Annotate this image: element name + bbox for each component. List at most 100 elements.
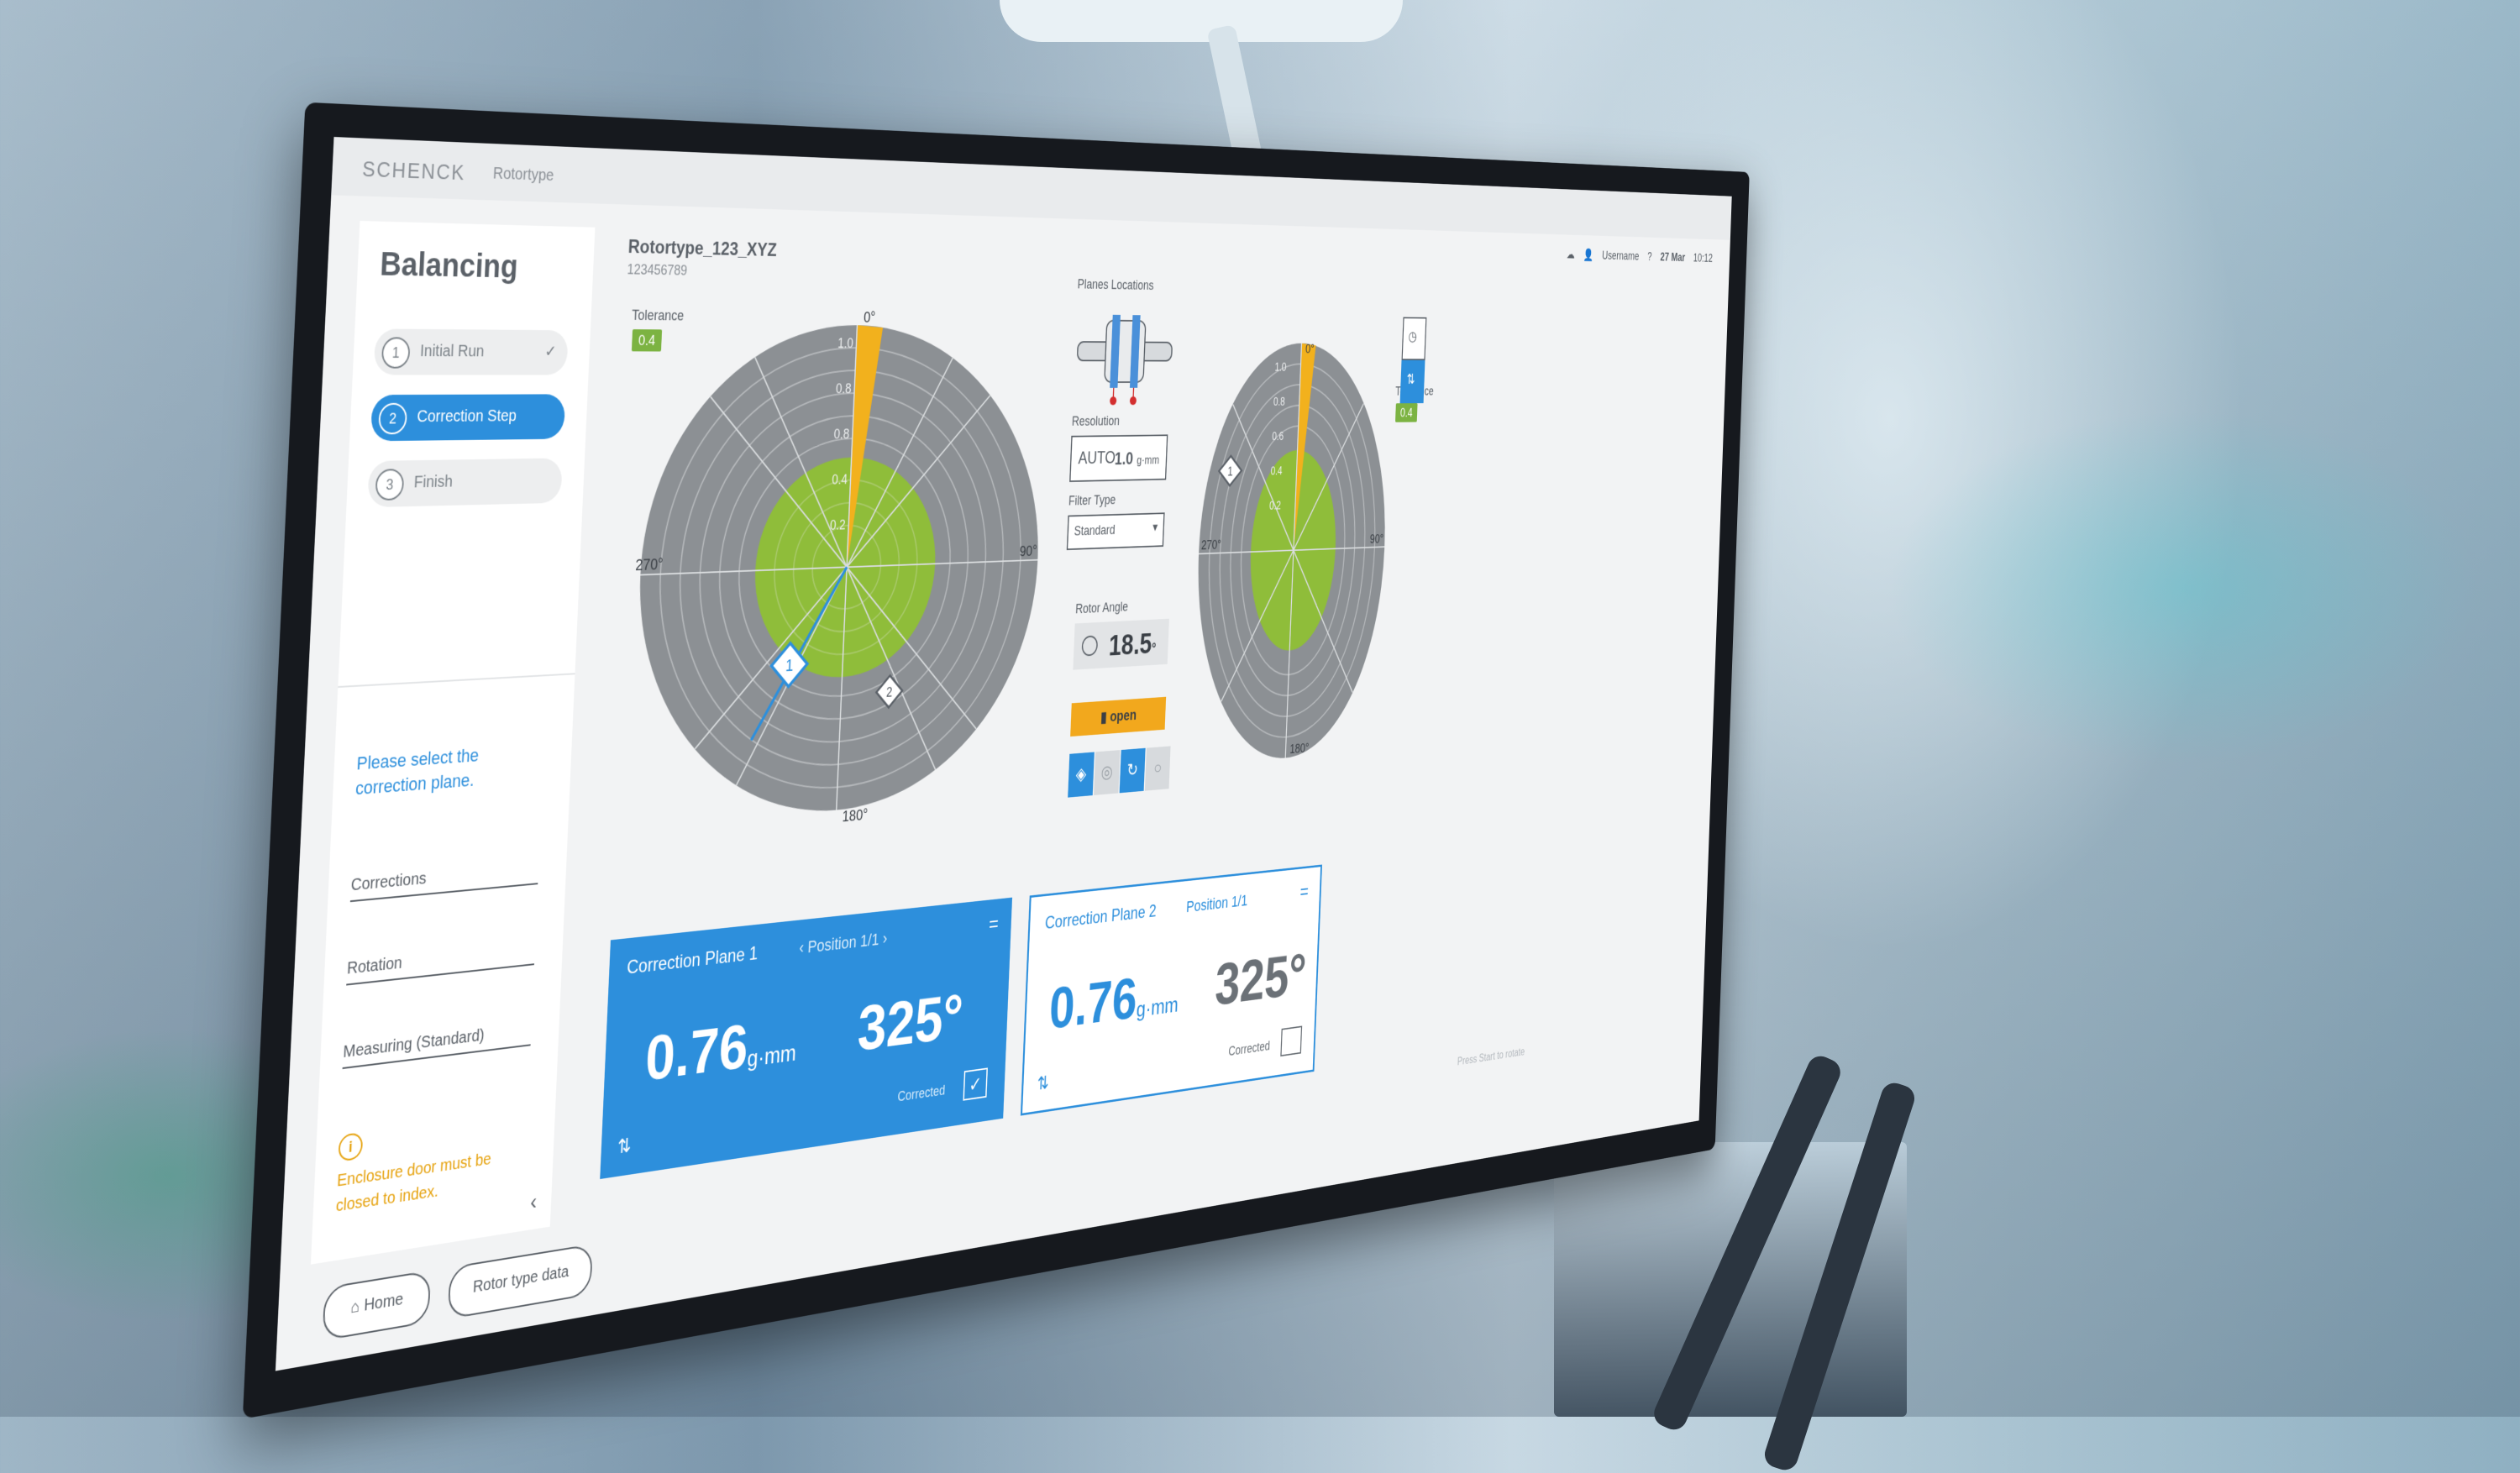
index-tool-button[interactable]: ◈ bbox=[1068, 752, 1095, 797]
sync-icon[interactable]: ⇅ bbox=[1037, 1072, 1049, 1095]
step-initial-run[interactable]: 1 Initial Run ✓ bbox=[374, 328, 569, 375]
cloud-icon: ☁ bbox=[1567, 248, 1575, 261]
resolution-label: Resolution bbox=[1072, 414, 1121, 430]
step-label: Initial Run bbox=[420, 342, 485, 361]
angle-label-180: 180° bbox=[842, 807, 868, 826]
ring-label: 0.2 bbox=[830, 516, 846, 532]
resolution-input[interactable]: AUTO 1.0 g·mm bbox=[1069, 434, 1168, 482]
check-icon: ✓ bbox=[544, 341, 557, 361]
chevron-down-icon: ▾ bbox=[1152, 520, 1158, 535]
username[interactable]: Username bbox=[1602, 249, 1640, 262]
ring-label: 0.8 bbox=[833, 426, 849, 442]
resolution-mode: AUTO bbox=[1078, 448, 1116, 469]
corrections-field[interactable]: Corrections bbox=[350, 859, 539, 902]
sync-icon[interactable]: ⇅ bbox=[617, 1134, 632, 1159]
angle-label-180: 180° bbox=[1289, 741, 1309, 757]
collapse-chevron-icon[interactable]: ‹ bbox=[530, 1188, 538, 1215]
divider bbox=[338, 673, 575, 688]
user-icon: 👤 bbox=[1583, 249, 1594, 262]
clear-tool-button[interactable]: ○ bbox=[1145, 746, 1171, 790]
status-bar: ☁ 👤 Username ? 27 Mar 10:12 bbox=[1560, 248, 1713, 265]
unbalance-value: 0.76g·mm bbox=[1048, 960, 1180, 1043]
angle-gauge-icon bbox=[1081, 635, 1098, 656]
polar-plot-plane-2[interactable]: 1.0 0.8 0.6 0.4 0.2 0° 90° 180° 270° 1 bbox=[1184, 336, 1397, 773]
desk-lamp bbox=[1000, 0, 1403, 42]
open-label: open bbox=[1110, 707, 1137, 725]
position-label[interactable]: Position 1/1 bbox=[1186, 891, 1248, 916]
marker-label: 1 bbox=[785, 657, 794, 675]
ring-label: 0.6 bbox=[1272, 431, 1284, 443]
step-number: 1 bbox=[381, 337, 411, 368]
screen: SCHENCK Rotortype ☁ 👤 Username ? 27 Mar … bbox=[276, 137, 1732, 1371]
sync-toggle[interactable]: ⇅ bbox=[1400, 360, 1425, 403]
clock-toggle[interactable]: ◷ bbox=[1402, 317, 1427, 360]
unbalance-angle: 325° bbox=[1214, 940, 1307, 1020]
position-selector[interactable]: ‹ Position 1/1 › bbox=[799, 929, 888, 958]
ring-label: 0.8 bbox=[836, 380, 852, 396]
rotor-angle-label: Rotor Angle bbox=[1075, 600, 1128, 617]
filter-type-select[interactable]: Standard ▾ bbox=[1067, 512, 1165, 550]
step-finish[interactable]: 3 Finish bbox=[367, 458, 563, 507]
measuring-field[interactable]: Measuring (Standard) bbox=[343, 1020, 532, 1069]
rotor-planes-icon bbox=[1073, 298, 1177, 406]
clear-icon: ○ bbox=[1153, 758, 1162, 778]
rotor-angle-value: 18.5° bbox=[1108, 628, 1157, 663]
polar-plot-plane-1[interactable]: 1.0 0.8 0.8 0.4 0.2 0° 90° 180° 270° 1 2 bbox=[622, 307, 1053, 844]
rotor-name: Rotortype_123_XYZ bbox=[627, 236, 777, 261]
ring-label: 0.2 bbox=[1269, 500, 1281, 512]
rotate-tool-button[interactable]: ↻ bbox=[1120, 748, 1146, 794]
panel-title: Balancing bbox=[379, 246, 518, 286]
rotor-type-data-button[interactable]: Rotor type data bbox=[448, 1244, 593, 1319]
weight-icon: ◎ bbox=[1100, 762, 1113, 782]
home-icon: ⌂ bbox=[350, 1297, 365, 1318]
menu-icon[interactable]: = bbox=[989, 912, 1000, 936]
angle-label-270: 270° bbox=[635, 556, 664, 574]
time: 10:12 bbox=[1693, 251, 1714, 265]
rotation-field[interactable]: Rotation bbox=[346, 940, 535, 985]
unbalance-angle: 325° bbox=[856, 979, 964, 1066]
angle-label-0: 0° bbox=[1305, 342, 1315, 356]
drop-icon: ◈ bbox=[1075, 764, 1086, 784]
rotor-angle-display: 18.5° bbox=[1073, 619, 1168, 670]
step-number: 3 bbox=[375, 469, 404, 501]
correction-plane-1-card[interactable]: Correction Plane 1 ‹ Position 1/1 › = 0.… bbox=[600, 898, 1012, 1179]
unbalance-value: 0.76g·mm bbox=[644, 1004, 799, 1096]
module-name: Rotortype bbox=[492, 165, 554, 186]
angle-label-270: 270° bbox=[1201, 537, 1221, 553]
home-label: Home bbox=[364, 1290, 404, 1315]
angle-label-90: 90° bbox=[1019, 543, 1037, 560]
ring-label: 0.8 bbox=[1273, 396, 1285, 409]
ring-label: 0.4 bbox=[1270, 465, 1283, 478]
filter-type-label: Filter Type bbox=[1068, 492, 1116, 508]
ring-label: 0.4 bbox=[832, 471, 848, 487]
angle-label-0: 0° bbox=[864, 310, 876, 327]
clock-icon: ◷ bbox=[1408, 328, 1417, 344]
corrected-checkbox[interactable]: ✓ bbox=[963, 1067, 988, 1100]
angle-label-90: 90° bbox=[1370, 532, 1384, 546]
instruction-text: Please select the correction plane. bbox=[355, 739, 545, 801]
step-correction-step[interactable]: 2 Correction Step bbox=[370, 394, 565, 441]
ring-label: 1.0 bbox=[1274, 361, 1286, 374]
rotor-id: 123456789 bbox=[627, 261, 687, 279]
date: 27 Mar bbox=[1660, 250, 1685, 264]
step-number: 2 bbox=[378, 403, 407, 435]
open-door-button[interactable]: ▮ open bbox=[1070, 697, 1166, 736]
corrected-label: Corrected bbox=[897, 1082, 945, 1105]
corrected-checkbox[interactable] bbox=[1280, 1025, 1302, 1056]
help-icon[interactable]: ? bbox=[1647, 250, 1652, 263]
home-button[interactable]: ⌂ Home bbox=[322, 1270, 431, 1341]
correction-plane-2-card[interactable]: Correction Plane 2 Position 1/1 = 0.76g·… bbox=[1021, 865, 1322, 1116]
marker-label: 1 bbox=[1227, 464, 1233, 479]
weight-tool-button[interactable]: ◎ bbox=[1094, 750, 1120, 795]
tolerance-badge-2: 0.4 bbox=[1395, 403, 1418, 422]
ring-label: 1.0 bbox=[837, 335, 853, 351]
warning-text: Enclosure door must be closed to index. bbox=[335, 1141, 533, 1219]
card-title: Correction Plane 1 bbox=[627, 943, 759, 980]
rotate-icon: ↻ bbox=[1126, 760, 1138, 780]
balancing-panel: Balancing 1 Initial Run ✓ 2 Correction S… bbox=[311, 221, 596, 1265]
press-start-hint: Press Start to rotate bbox=[1457, 1046, 1525, 1069]
sync-icon: ⇅ bbox=[1406, 371, 1415, 388]
brand-logo: SCHENCK bbox=[362, 156, 466, 186]
menu-icon[interactable]: = bbox=[1299, 880, 1309, 903]
filter-type-value: Standard bbox=[1074, 522, 1116, 539]
